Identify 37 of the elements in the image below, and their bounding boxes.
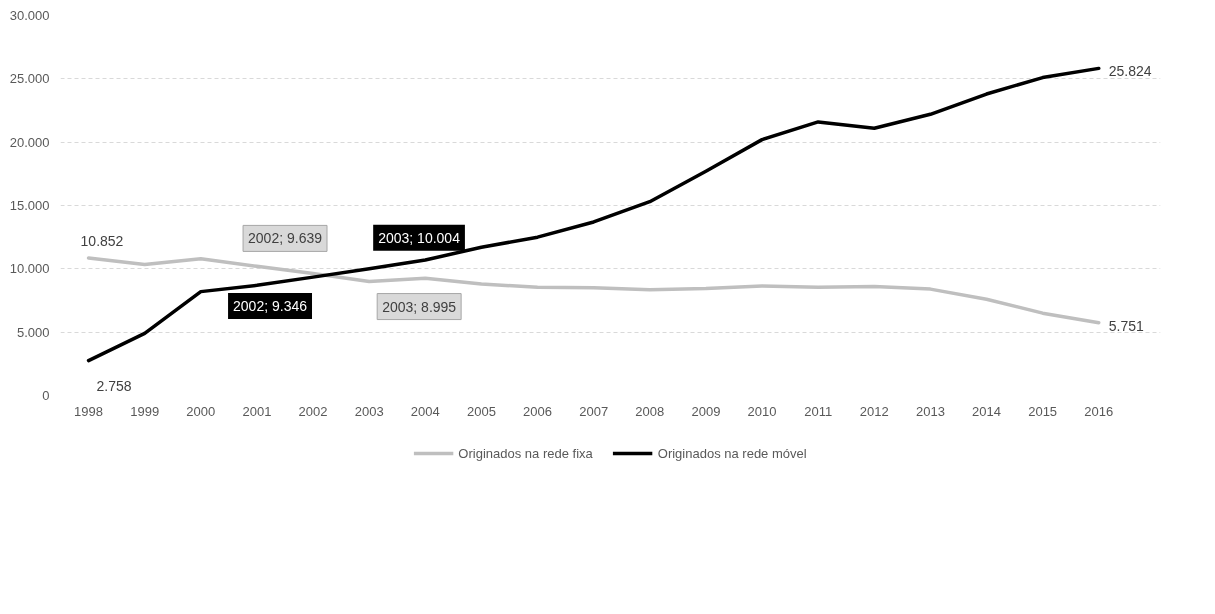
x-tick-label: 2008 [635, 403, 665, 419]
data-label: 2003; 8.995 [382, 298, 457, 315]
y-tick-label: 20.000 [9, 134, 50, 150]
x-tick-label: 2014 [972, 403, 1001, 419]
y-tick-label: 5.000 [16, 324, 50, 340]
legend-label: Originados na rede fixa [458, 445, 593, 461]
line-series [86, 256, 1101, 325]
data-label: 2.758 [96, 377, 132, 394]
data-label: 25.824 [1108, 63, 1152, 80]
x-tick-label: 2007 [579, 403, 609, 419]
x-tick-label: 2013 [915, 403, 945, 419]
x-tick-label: 2015 [1028, 403, 1058, 419]
data-label: 2002; 9.639 [248, 230, 323, 247]
x-tick-label: 2011 [804, 403, 833, 419]
y-tick-label: 30.000 [9, 8, 50, 23]
x-tick-label: 2003 [354, 403, 384, 419]
data-label: 2002; 9.346 [233, 298, 308, 315]
data-label: 10.852 [80, 233, 124, 250]
x-tick-label: 2000 [186, 403, 216, 419]
y-tick-label: 25.000 [9, 71, 50, 87]
y-tick-label: 10.000 [9, 261, 50, 277]
data-label: 5.751 [1108, 317, 1145, 334]
x-tick-label: 2009 [691, 403, 721, 419]
x-tick-label: 2016 [1084, 403, 1114, 419]
x-tick-label: 1998 [74, 403, 104, 419]
x-tick-label: 2005 [466, 403, 496, 419]
x-tick-label: 2001 [242, 403, 272, 419]
x-tick-label: 2006 [523, 403, 552, 419]
x-tick-label: 2002 [298, 403, 328, 419]
data-label: 2003; 10.004 [378, 229, 461, 246]
x-tick-label: 2012 [859, 403, 889, 419]
y-tick-label: 0 [42, 388, 50, 403]
legend-label: Originados na rede móvel [657, 445, 807, 461]
y-tick-label: 15.000 [9, 198, 50, 213]
x-tick-label: 2010 [747, 403, 777, 419]
x-tick-label: 1999 [130, 403, 160, 419]
x-tick-label: 2004 [410, 403, 440, 419]
